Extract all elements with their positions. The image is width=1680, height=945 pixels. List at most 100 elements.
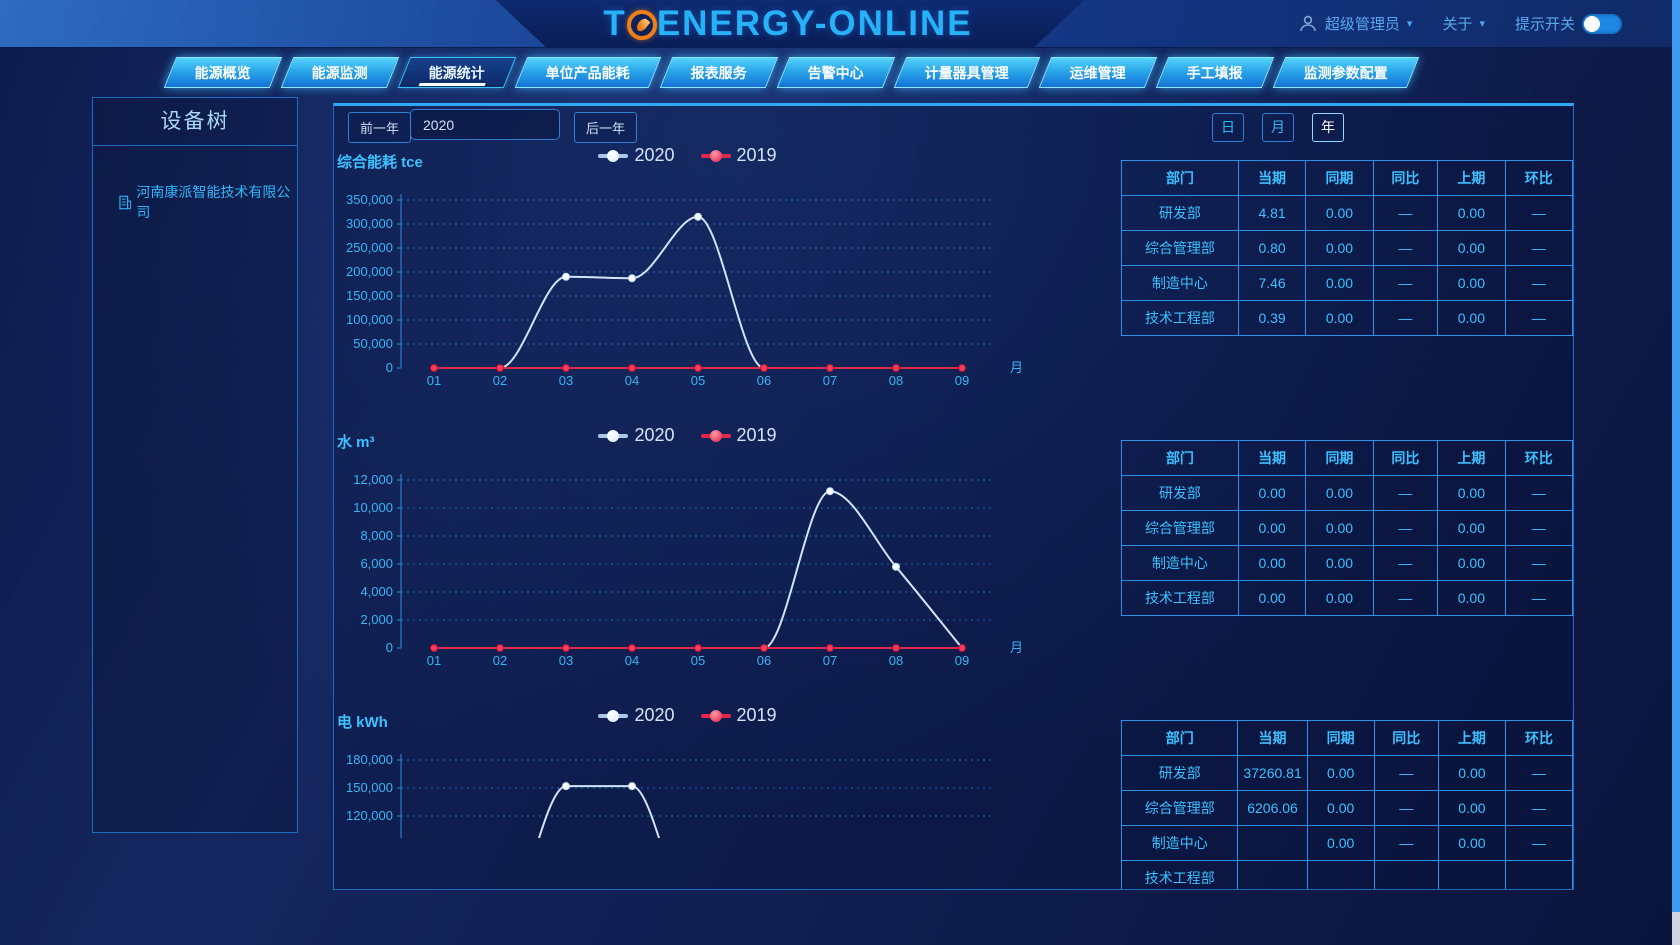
svg-text:0: 0	[386, 360, 393, 375]
nav-tab-4[interactable]: 单位产品能耗	[514, 57, 662, 88]
nav-tab-3[interactable]: 能源统计	[397, 57, 517, 88]
svg-text:01: 01	[427, 653, 441, 668]
legend-2020[interactable]: 2020	[598, 145, 675, 166]
svg-text:07: 07	[823, 653, 837, 668]
table-cell: 0.00	[1305, 580, 1374, 616]
nav-tab-7[interactable]: 计量器具管理	[893, 57, 1041, 88]
vertical-scrollbar-track[interactable]	[1672, 0, 1680, 945]
table-cell: 技术工程部	[1121, 580, 1239, 616]
nav-tab-10[interactable]: 监测参数配置	[1272, 57, 1420, 88]
svg-text:180,000: 180,000	[346, 752, 393, 767]
table-cell: —	[1373, 790, 1439, 826]
table-cell: —	[1372, 300, 1439, 336]
table-cell: —	[1504, 545, 1573, 581]
nav-tab-8[interactable]: 运维管理	[1038, 57, 1158, 88]
table-cell: 0.00	[1306, 755, 1375, 791]
table-cell: —	[1372, 580, 1439, 616]
legend-2020-marker-icon	[598, 709, 629, 722]
column-header: 上期	[1437, 720, 1506, 756]
table-cell: 0.00	[1305, 510, 1374, 546]
table-cell: 6206.06	[1237, 790, 1308, 826]
dept-table-water: 部门 当期 同期 同比 上期 环比 研发部 0.00 0.00—0.00— 综合管理部 0.00 0.…	[1121, 440, 1573, 616]
table-cell: 研发部	[1121, 755, 1239, 791]
table-cell: 0.39	[1237, 300, 1307, 336]
user-menu[interactable]: 超级管理员 ▾	[1298, 13, 1412, 34]
legend-2020[interactable]: 2020	[598, 705, 675, 726]
main-nav: 能源概览 能源监测 能源统计 单位产品能耗 报表服务 告警中心 计量器具管理 运维管理 手工填报…	[163, 57, 1420, 88]
table-row: 制造中心 7.46 0.00—0.00—	[1121, 265, 1573, 301]
svg-text:2,000: 2,000	[360, 612, 393, 627]
legend-2019-marker-icon	[700, 149, 731, 162]
table-cell: 0.00	[1437, 230, 1506, 266]
table-cell: 0.00	[1437, 545, 1506, 581]
nav-tab-2[interactable]: 能源监测	[280, 57, 400, 88]
svg-text:250,000: 250,000	[346, 240, 393, 255]
next-year-button[interactable]: 后一年	[574, 112, 638, 143]
chart-title-water: 水 m³	[337, 434, 375, 451]
table-cell: —	[1504, 510, 1573, 546]
about-menu[interactable]: 关于 ▾	[1442, 13, 1485, 34]
tip-toggle[interactable]	[1582, 13, 1622, 34]
table-cell: —	[1372, 265, 1439, 301]
device-tree-title: 设备树	[93, 98, 297, 146]
table-cell: —	[1372, 545, 1439, 581]
nav-tab-9[interactable]: 手工填报	[1155, 57, 1275, 88]
table-cell: 0.00	[1305, 475, 1374, 511]
legend-2019-marker-icon	[700, 429, 731, 442]
table-cell: 0.00	[1437, 300, 1506, 336]
column-header: 环比	[1504, 440, 1573, 476]
table-cell: 0.00	[1305, 195, 1374, 231]
table-row: 研发部 0.00 0.00—0.00—	[1121, 475, 1573, 511]
table-cell: —	[1504, 265, 1573, 301]
table-cell: 0.00	[1306, 825, 1375, 861]
svg-text:200,000: 200,000	[346, 264, 393, 279]
chart-legend: 2020 2019	[334, 705, 1041, 726]
tree-item-company[interactable]: 河南康派智能技术有限公司	[119, 182, 297, 222]
table-row: 制造中心 0.00 0.00—0.00—	[1121, 545, 1573, 581]
table-cell: 0.00	[1237, 545, 1307, 581]
prev-year-button[interactable]: 前一年	[348, 112, 412, 143]
legend-2020[interactable]: 2020	[598, 425, 675, 446]
table-cell: 综合管理部	[1121, 230, 1239, 266]
table-cell: 制造中心	[1121, 545, 1239, 581]
nav-tab-6[interactable]: 告警中心	[776, 57, 896, 88]
table-cell	[1437, 860, 1506, 889]
table-cell: 技术工程部	[1121, 300, 1239, 336]
legend-2019[interactable]: 2019	[700, 705, 777, 726]
legend-2020-marker-icon	[598, 149, 629, 162]
table-cell: 0.00	[1437, 510, 1506, 546]
chart-title-comprehensive-energy: 综合能耗 tce	[337, 154, 423, 171]
chart-legend: 2020 2019	[334, 425, 1041, 446]
table-cell: —	[1504, 300, 1573, 336]
svg-text:06: 06	[757, 373, 771, 388]
building-icon	[119, 195, 131, 209]
legend-2019[interactable]: 2019	[700, 425, 777, 446]
svg-text:月: 月	[1010, 360, 1023, 375]
nav-tab-1[interactable]: 能源概览	[163, 57, 283, 88]
table-cell: 0.00	[1306, 790, 1375, 826]
column-header: 同期	[1306, 720, 1375, 756]
table-row: 制造中心 0.00—0.00—	[1121, 825, 1573, 861]
legend-2019-marker-icon	[700, 709, 731, 722]
table-cell: 0.00	[1237, 580, 1307, 616]
user-icon	[1300, 15, 1316, 31]
svg-text:05: 05	[691, 373, 705, 388]
year-input[interactable]	[410, 109, 560, 140]
svg-text:08: 08	[889, 373, 903, 388]
table-cell: —	[1372, 195, 1439, 231]
nav-tab-5[interactable]: 报表服务	[659, 57, 779, 88]
table-cell	[1306, 860, 1375, 889]
table-cell: 技术工程部	[1121, 860, 1239, 889]
vertical-scrollbar-thumb[interactable]	[1672, 0, 1680, 912]
svg-text:02: 02	[493, 373, 507, 388]
granularity-year-button[interactable]: 年	[1312, 113, 1344, 142]
legend-2019[interactable]: 2019	[700, 145, 777, 166]
table-cell: 综合管理部	[1121, 510, 1239, 546]
granularity-day-button[interactable]: 日	[1212, 113, 1244, 142]
column-header: 部门	[1121, 720, 1239, 756]
granularity-month-button[interactable]: 月	[1262, 113, 1294, 142]
svg-text:月: 月	[1010, 640, 1023, 655]
logo-text-prefix: T	[603, 4, 627, 43]
svg-text:4,000: 4,000	[360, 584, 393, 599]
table-cell: 0.00	[1437, 195, 1506, 231]
